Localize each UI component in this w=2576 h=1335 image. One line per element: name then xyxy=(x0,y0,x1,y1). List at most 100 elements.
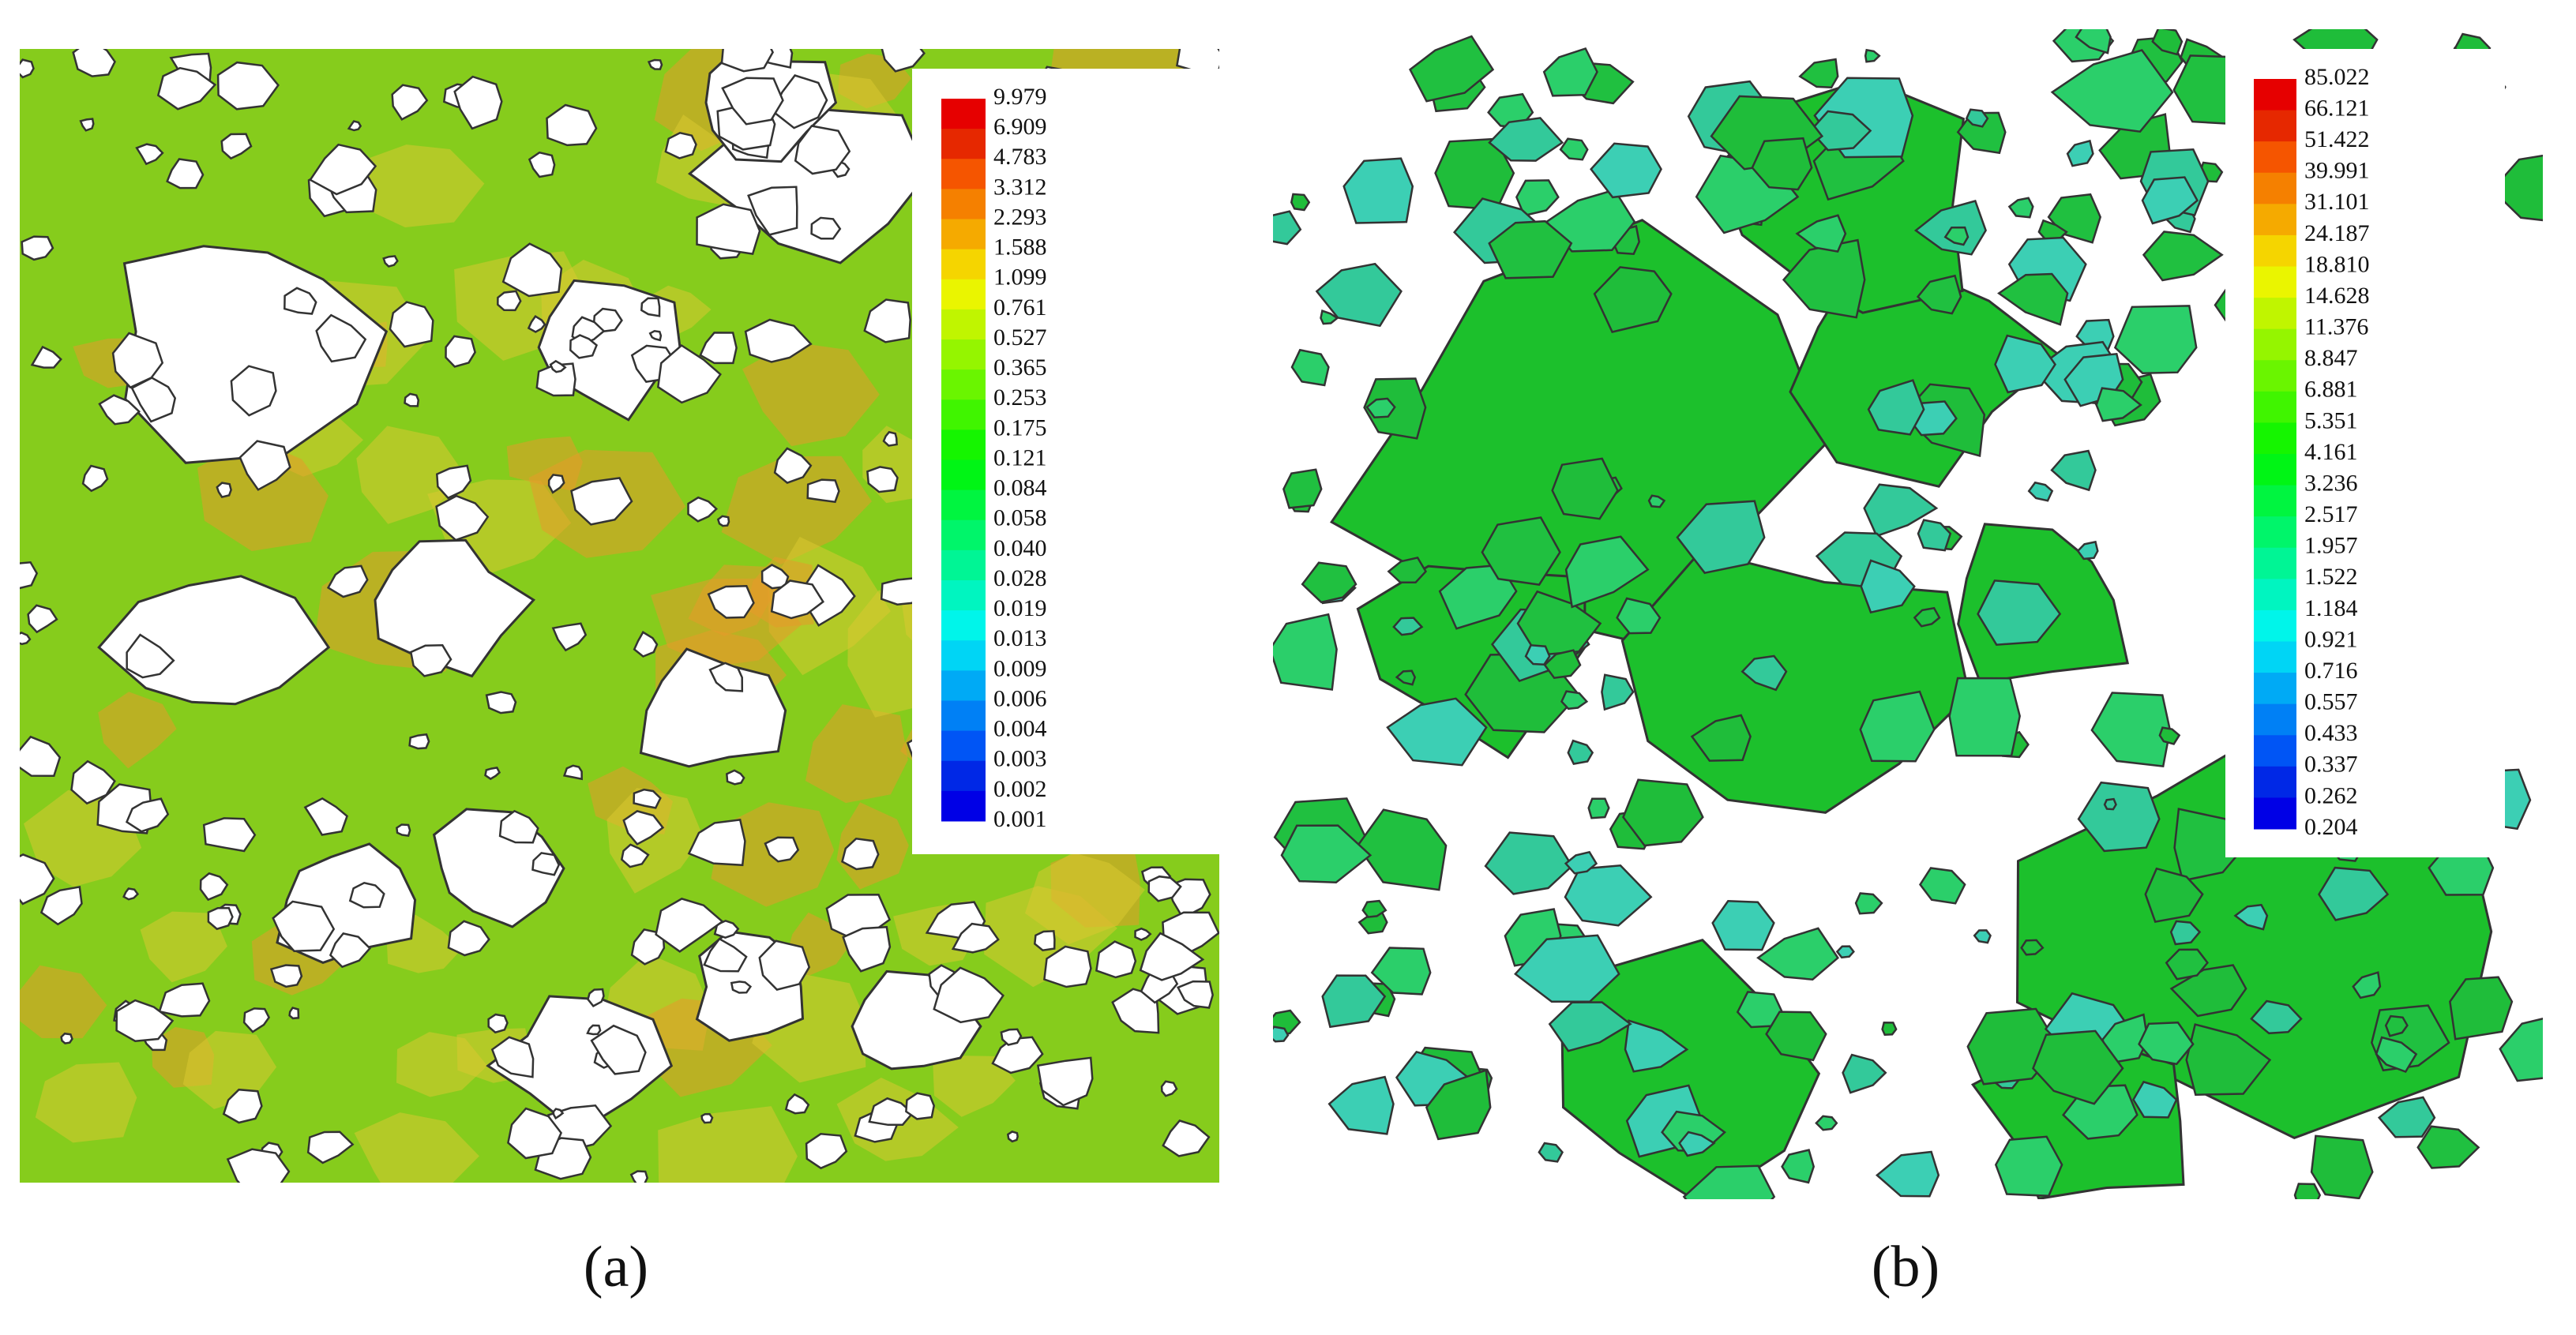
colorbar-band xyxy=(2254,579,2296,611)
aggregate xyxy=(1835,945,1855,959)
aggregate xyxy=(2310,1134,2374,1199)
void xyxy=(770,579,824,620)
aggregate xyxy=(1795,214,1847,253)
void xyxy=(374,538,536,678)
void xyxy=(527,315,546,333)
stress-band xyxy=(651,578,802,667)
aggregate xyxy=(1488,219,1573,279)
aggregate xyxy=(2075,29,2112,54)
void xyxy=(20,853,55,906)
colorbar-band xyxy=(2254,110,2296,142)
colorbar-band xyxy=(941,730,986,762)
void xyxy=(79,118,95,132)
void xyxy=(20,632,32,646)
aggregate xyxy=(1616,597,1662,635)
colorbars: 9.979 6.909 4.783 3.312 2.293 1.588 1.099 0.761… xyxy=(912,49,2505,857)
void xyxy=(497,290,522,312)
aggregate xyxy=(1678,1131,1716,1157)
caption: (a) xyxy=(584,1235,648,1299)
aggregate xyxy=(1863,483,1939,538)
aggregate xyxy=(1514,934,1620,1003)
colorbar-band xyxy=(2254,454,2296,486)
aggregate xyxy=(1484,831,1574,895)
void xyxy=(226,1148,291,1183)
void xyxy=(716,515,730,527)
colorbar-label: 66.121 xyxy=(2304,95,2370,121)
void xyxy=(498,809,539,844)
colorbar-band xyxy=(2254,298,2296,330)
colorbar-band xyxy=(941,519,986,551)
void xyxy=(216,482,232,499)
void xyxy=(703,937,748,973)
colorbar-band xyxy=(941,399,986,430)
void xyxy=(1176,980,1214,1009)
void xyxy=(125,797,170,833)
void xyxy=(39,885,83,926)
colorbar-label: 1.522 xyxy=(2304,564,2358,590)
void xyxy=(592,307,623,333)
void xyxy=(122,887,140,901)
void xyxy=(721,77,784,126)
aggregate xyxy=(2384,1014,2409,1037)
aggregate xyxy=(2095,387,2142,422)
aggregate xyxy=(1620,549,1970,814)
aggregate xyxy=(1601,673,1635,711)
stress-band xyxy=(360,144,485,227)
aggregate xyxy=(2158,726,2181,745)
aggregate xyxy=(1315,262,1403,328)
void xyxy=(528,151,556,178)
aggregate xyxy=(2138,1021,2195,1066)
void xyxy=(841,837,880,871)
stress-band xyxy=(140,911,227,983)
colorbar-band xyxy=(2254,735,2296,767)
aggregate xyxy=(1676,500,1766,575)
colorbar-label: 0.058 xyxy=(993,505,1047,531)
colorbar-label: 3.236 xyxy=(2304,470,2358,496)
void xyxy=(135,143,164,166)
void xyxy=(130,377,177,423)
stress-band xyxy=(805,704,908,804)
stress-band xyxy=(20,965,107,1039)
void xyxy=(1175,49,1219,75)
colorbar-label: 0.002 xyxy=(993,776,1047,802)
colorbar-band xyxy=(2254,703,2296,736)
colorbar-label: 0.921 xyxy=(2304,626,2358,652)
void xyxy=(222,1088,263,1124)
colorbar-label: 1.957 xyxy=(2304,533,2358,559)
colorbar-label: 4.161 xyxy=(2304,439,2358,465)
colorbar-band xyxy=(2254,391,2296,423)
void xyxy=(1134,927,1152,941)
aggregate xyxy=(2375,1036,2418,1074)
void xyxy=(484,767,501,781)
aggregate xyxy=(1751,137,1813,191)
colorbar-label: 0.013 xyxy=(993,625,1047,651)
aggregate xyxy=(1977,579,2062,647)
aggregate xyxy=(2151,29,2184,56)
aggregate xyxy=(2144,867,2204,924)
colorbar-label: 31.101 xyxy=(2304,189,2370,215)
stress-band xyxy=(933,1056,1016,1117)
void xyxy=(326,564,369,598)
void xyxy=(122,245,389,464)
aggregate xyxy=(1386,697,1488,767)
void xyxy=(586,1024,602,1036)
colorbar-label: 5.351 xyxy=(2304,407,2358,433)
aggregate xyxy=(1593,266,1673,333)
void xyxy=(20,735,62,778)
void xyxy=(933,966,1004,1024)
void xyxy=(487,1013,509,1034)
void xyxy=(725,769,745,786)
aggregate xyxy=(1564,850,1598,875)
void xyxy=(622,810,665,846)
aggregate xyxy=(1387,556,1428,584)
void xyxy=(552,1108,565,1120)
void xyxy=(501,242,563,298)
stress-band xyxy=(182,1030,277,1109)
aggregate xyxy=(1290,348,1330,387)
colorbar-band xyxy=(941,369,986,400)
colorbar-label: 0.084 xyxy=(993,475,1047,501)
aggregate xyxy=(2020,939,2045,956)
aggregate xyxy=(1682,1164,1776,1199)
aggregate xyxy=(2377,1096,2436,1138)
colorbar-band xyxy=(2254,641,2296,673)
